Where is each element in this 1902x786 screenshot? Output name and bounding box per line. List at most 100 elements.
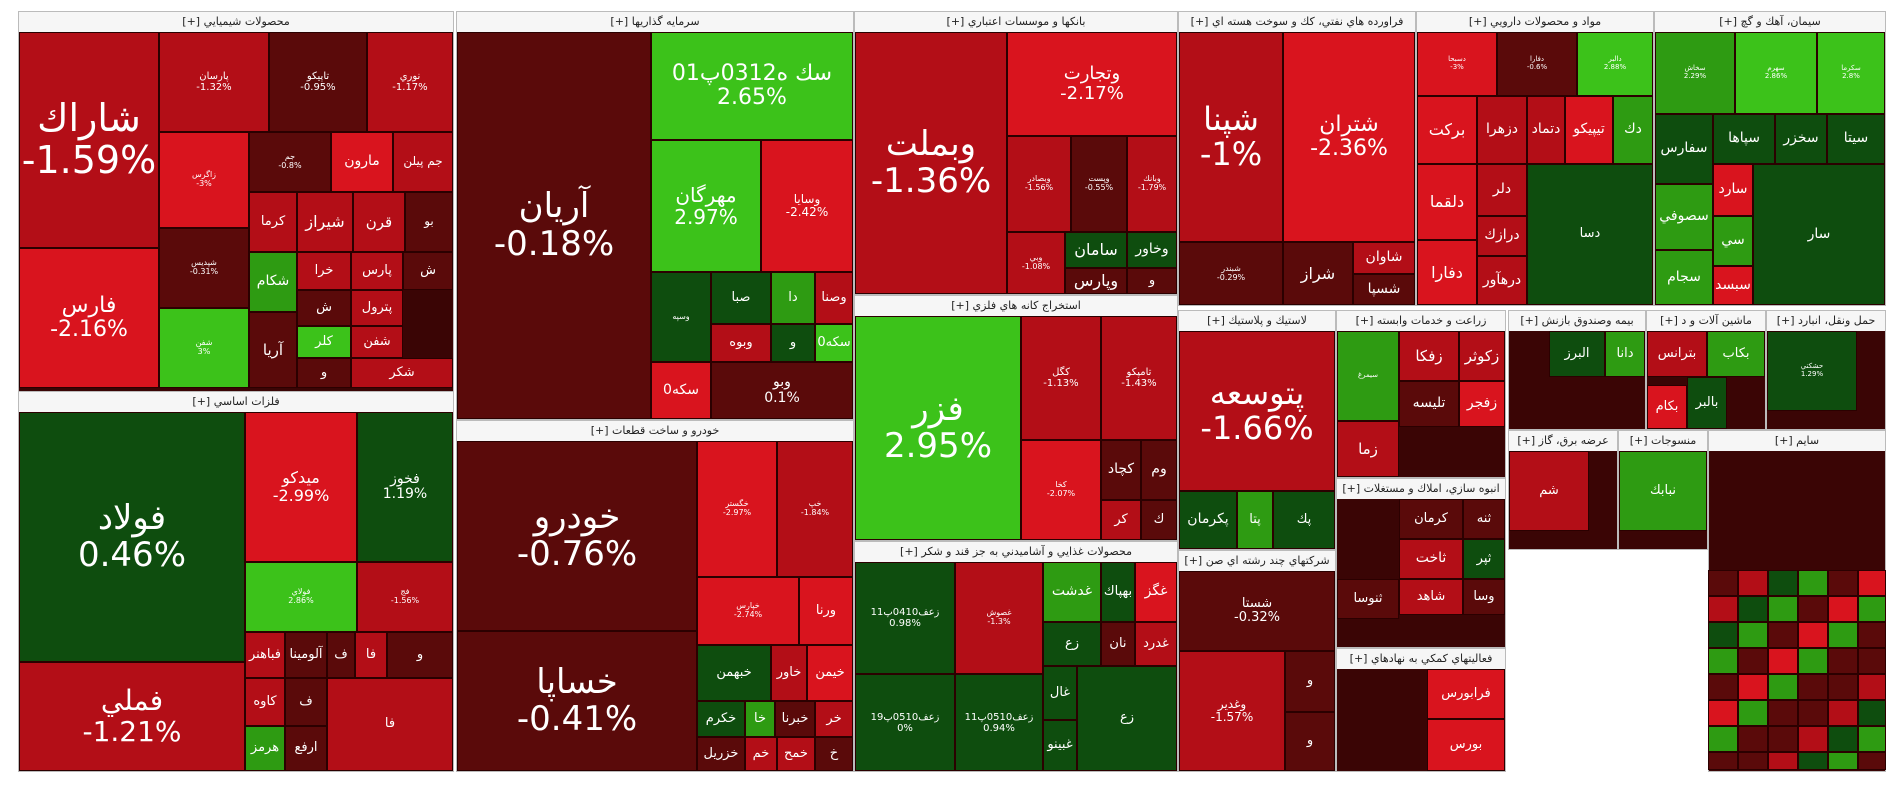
stock-cell[interactable]: فخوز 1.19% [357,412,453,562]
minor-stock-tile[interactable] [1828,726,1858,752]
minor-stock-tile[interactable] [1738,674,1768,700]
sector-title[interactable]: فعاليتهاي كمكي به نهادهاي [+] [1337,649,1505,669]
stock-cell[interactable]: تامپكو -1.43% [1101,316,1177,440]
stock-cell[interactable]: سپاها [1713,114,1775,164]
minor-stock-tile[interactable] [1708,700,1738,726]
stock-cell[interactable]: زما [1337,421,1399,477]
stock-cell[interactable]: فج -1.56% [357,562,453,632]
stock-cell[interactable]: دلقما [1417,164,1477,240]
stock-cell[interactable]: شستا -0.32% [1179,571,1335,651]
minor-stock-tile[interactable] [1798,570,1828,596]
stock-cell[interactable]: پك [1273,491,1335,549]
stock-cell[interactable]: فولاد 0.46% [19,412,245,662]
stock-cell[interactable]: كچاد [1101,440,1141,500]
stock-cell[interactable]: البرز [1549,331,1605,377]
sector-title[interactable]: سرمايه گذاريها [+] [457,12,853,32]
stock-cell[interactable]: خمح [777,737,815,771]
stock-cell[interactable]: خكرم [697,701,745,737]
minor-stock-tile[interactable] [1768,752,1798,770]
stock-cell[interactable]: غدرد [1135,622,1177,666]
stock-cell[interactable]: وپارس [1065,268,1127,294]
minor-stock-tile[interactable] [1828,700,1858,726]
stock-cell[interactable]: شاوان [1353,242,1415,274]
stock-cell[interactable]: شپديس -0.31% [159,228,249,308]
minor-stock-tile[interactable] [1858,570,1886,596]
minor-stock-tile[interactable] [1738,648,1768,674]
sector-title[interactable]: استخراج كانه هاي فلزي [+] [855,296,1177,316]
stock-cell[interactable]: سيتا [1827,114,1885,164]
stock-cell[interactable]: فا [327,678,453,771]
stock-cell[interactable]: و [1127,268,1177,294]
stock-cell[interactable]: غبينو [1043,720,1077,771]
stock-cell[interactable]: شاراك -1.59% [19,32,159,248]
stock-cell[interactable]: زاگرس -3% [159,132,249,228]
stock-cell[interactable]: پتا [1237,491,1273,549]
stock-cell[interactable]: ثپر [1463,539,1505,579]
minor-stock-tile[interactable] [1828,648,1858,674]
stock-cell[interactable]: سجام [1655,250,1713,305]
stock-cell[interactable]: شپنا -1% [1179,32,1283,242]
stock-cell[interactable]: زع [1077,666,1177,771]
stock-cell[interactable]: وخاور [1127,232,1177,268]
stock-cell[interactable]: خبرنا [775,701,815,737]
minor-stock-tile[interactable] [1798,700,1828,726]
stock-cell[interactable]: بركت [1417,96,1477,164]
stock-cell[interactable]: غال [1043,666,1077,720]
minor-stock-tile[interactable] [1858,674,1886,700]
sector-title[interactable]: محصولات غذايي و آشاميدني به جز قند و شكر… [855,542,1177,562]
stock-cell[interactable]: زفكا [1399,331,1459,381]
stock-cell[interactable]: آريا [249,312,297,388]
stock-cell[interactable]: خبهمن [697,645,771,701]
stock-cell[interactable]: خا [745,701,775,737]
minor-stock-tile[interactable] [1828,752,1858,770]
stock-cell[interactable]: خگستر -2.97% [697,441,777,577]
minor-stock-tile[interactable] [1798,674,1828,700]
stock-cell[interactable]: نبابك [1619,451,1707,531]
stock-cell[interactable]: ثنوسا [1337,579,1399,619]
stock-cell[interactable]: سفارس [1655,114,1713,184]
stock-cell[interactable]: ثاخت [1399,539,1463,579]
stock-cell[interactable]: دسبحا -3% [1417,32,1497,96]
sector-title[interactable]: ماشين آلات و د [+] [1647,311,1765,331]
stock-cell[interactable]: آريان -0.18% [457,32,651,419]
stock-cell[interactable]: دا [771,272,815,324]
stock-cell[interactable]: سخاش 2.29% [1655,32,1735,114]
minor-stock-tile[interactable] [1708,622,1738,648]
stock-cell[interactable]: شم [1509,451,1589,531]
stock-cell[interactable]: پتوسعه -1.66% [1179,331,1335,491]
stock-cell[interactable]: فباهنر [245,632,285,678]
stock-cell[interactable]: سكرما 2.8% [1817,32,1885,114]
stock-cell[interactable]: وصنا [815,272,853,324]
stock-cell[interactable]: سخزر [1775,114,1827,164]
sector-title[interactable]: حمل ونقل، انبارد [+] [1767,311,1885,331]
stock-cell[interactable]: غصوش -1.3% [955,562,1043,674]
stock-cell[interactable]: پترول [351,290,403,326]
stock-cell[interactable]: ش [403,252,453,290]
stock-cell[interactable]: كر [1101,500,1141,540]
stock-cell[interactable]: دفارا [1417,240,1477,305]
stock-cell[interactable]: ك [1141,500,1177,540]
stock-cell[interactable]: خودرو -0.76% [457,441,697,631]
stock-cell[interactable]: و [771,324,815,362]
stock-cell[interactable]: وبصادر -1.56% [1007,136,1071,232]
stock-cell[interactable]: خر [815,701,853,737]
minor-stock-tile[interactable] [1858,752,1886,770]
minor-stock-tile[interactable] [1798,648,1828,674]
stock-cell[interactable]: ف [327,632,355,678]
stock-cell[interactable]: زفجر [1459,381,1505,427]
stock-cell[interactable]: قرن [353,192,405,252]
stock-cell[interactable]: سكه0 [815,324,853,362]
stock-cell[interactable]: نوري -1.17% [367,32,453,132]
stock-cell[interactable]: خ [815,737,853,771]
stock-cell[interactable]: سارد [1713,164,1753,216]
stock-cell[interactable]: سك ه0312پ01 2.65% [651,32,853,140]
stock-cell[interactable]: دزهرا [1477,96,1527,164]
stock-cell[interactable]: زع [1043,622,1101,666]
sector-title[interactable]: محصولات شيميايي [+] [19,12,453,32]
stock-cell[interactable]: و [1285,651,1335,712]
stock-cell[interactable]: خساپا -0.41% [457,631,697,771]
stock-cell[interactable]: غگز [1135,562,1177,622]
minor-stock-tile[interactable] [1708,570,1738,596]
stock-cell[interactable]: سبسد [1713,266,1753,305]
stock-cell[interactable]: وبو 0.1% [711,362,853,419]
